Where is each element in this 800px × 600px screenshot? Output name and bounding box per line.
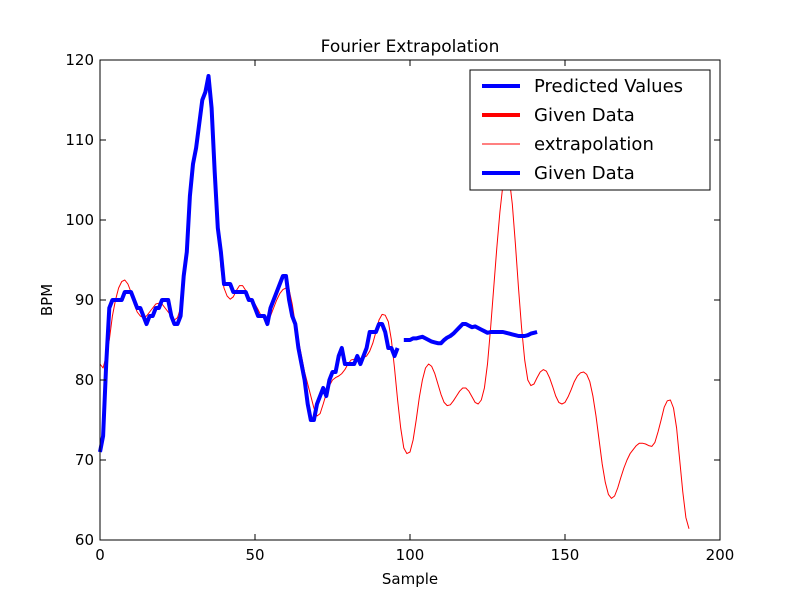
- series-group: [98, 74, 690, 529]
- chart-title: Fourier Extrapolation: [321, 37, 500, 57]
- legend: Predicted Values Given Data extrapolation G…: [469, 69, 711, 191]
- y-tick-label: 90: [75, 291, 94, 309]
- legend-label-0: Predicted Values: [534, 76, 683, 97]
- series-line-1: [98, 74, 400, 453]
- y-tick-label: 70: [75, 451, 94, 469]
- x-axis-label: Sample: [382, 570, 438, 588]
- y-tick-label: 80: [75, 371, 94, 389]
- y-tick-label: 60: [75, 531, 94, 549]
- legend-label-2: extrapolation: [534, 134, 654, 155]
- legend-frame: [469, 69, 711, 191]
- y-tick-label: 120: [65, 51, 94, 69]
- legend-label-3: Given Data: [534, 163, 635, 184]
- x-tick-label: 200: [706, 546, 735, 564]
- x-tick-label: 50: [245, 546, 264, 564]
- y-axis-label: BPM: [38, 284, 56, 316]
- x-axis: 0 50 100 150 200: [95, 60, 734, 564]
- y-tick-label: 100: [65, 211, 94, 229]
- x-tick-label: 0: [95, 546, 105, 564]
- y-tick-label: 110: [65, 131, 94, 149]
- series-line-2: [403, 322, 538, 346]
- y-axis: 60 70 80 90 100 110 120: [65, 51, 720, 549]
- x-tick-label: 150: [551, 546, 580, 564]
- x-tick-label: 100: [396, 546, 425, 564]
- legend-label-1: Given Data: [534, 105, 635, 126]
